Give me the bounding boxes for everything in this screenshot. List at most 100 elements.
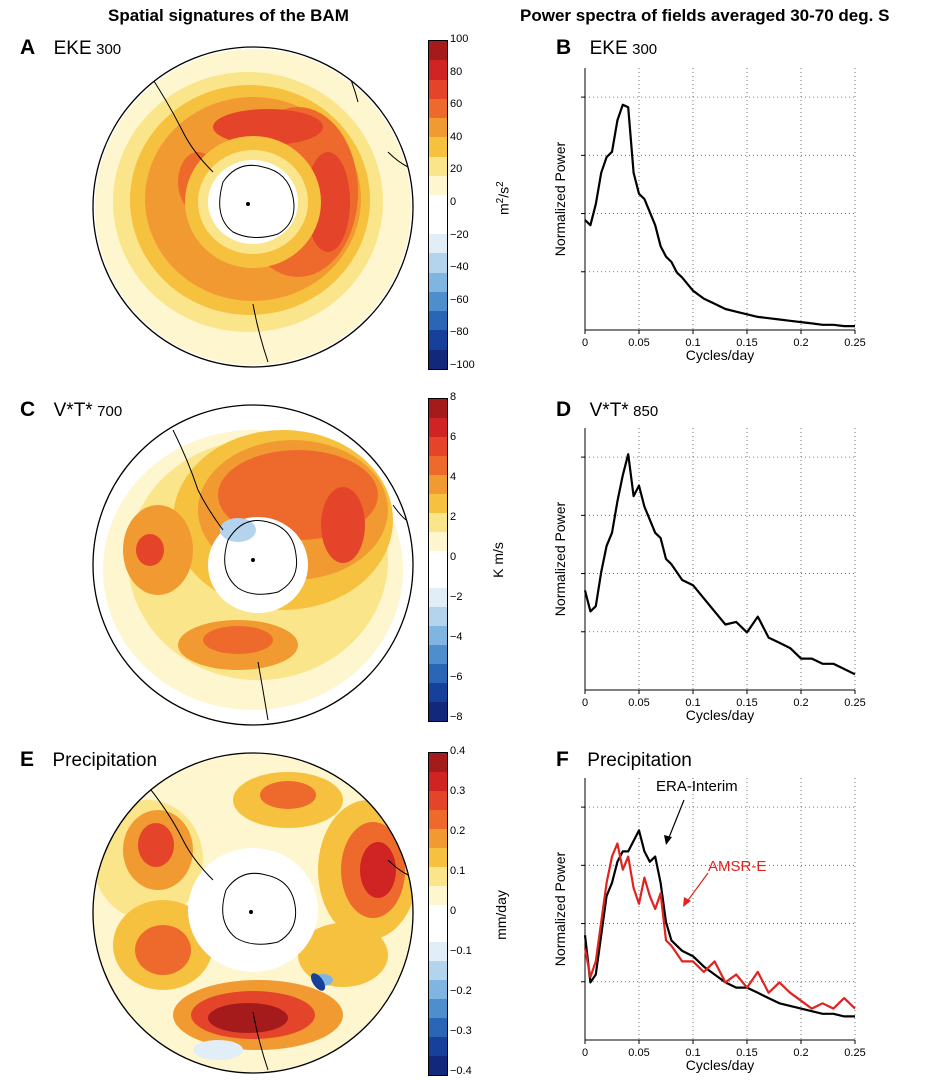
colorbar-swatch [429,550,447,570]
colorbar-tick-label: −40 [450,261,469,274]
x-tick-label: 0 [582,337,588,349]
colorbar-tick-label: −4 [450,631,463,643]
colorbar-swatch [429,399,447,418]
chart-b-spectrum: 0 0.05 0.1 0.15 0.2 0.25 Cycles/day Normalized … [552,68,866,363]
colorbar-tick-label: −80 [450,326,469,339]
panel-level: 300 [632,41,658,58]
panel-b-label: B EKE 300 [556,36,657,60]
map-vt-700 [92,404,414,726]
y-axis-label: Normalized Power [552,141,568,256]
colorbar-tick-label: −6 [450,671,463,683]
colorbar-swatch [429,233,447,254]
colorbar-a-unit: m2/s2 [495,155,515,215]
panel-d-label: D V*T* 850 [556,398,658,422]
y-axis-label: Normalized Power [552,851,568,966]
annotation-arrows [664,799,709,907]
x-tick-label: 0.05 [628,697,649,709]
colorbar-tick-label: −0.4 [450,1065,472,1077]
y-axis-label: Normalized Power [552,501,568,616]
unit-base: m [495,203,512,215]
colorbar-swatch [429,753,447,772]
colorbar-tick-label: 80 [450,65,463,78]
x-tick-label: 0.2 [793,697,808,709]
colorbar-e-ticks: 0.4 0.3 0.2 0.1 0 −0.1 −0.2 −0.3 −0.4 [450,745,494,1079]
chart-d-spectrum: 0 0.05 0.1 0.15 0.2 0.25 Cycles/day Normalized … [552,428,866,723]
colorbar-swatch [429,664,447,684]
panel-letter: C [20,398,36,421]
left-column-title: Spatial signatures of the BAM [108,6,349,25]
x-axis-label: Cycles/day [686,347,754,363]
colorbar-tick-label: −2 [450,591,463,603]
colorbar-tick-label: −20 [450,228,469,241]
colorbar-swatch [429,41,447,61]
colorbar-swatch [429,828,447,848]
panel-a-label: A EKE 300 [20,36,121,60]
colorbar-swatch [429,771,447,791]
colorbar-swatch [429,923,447,943]
colorbar-a [428,40,448,370]
map-precipitation [92,752,414,1074]
x-tick-label: 0.25 [844,337,865,349]
colorbar-tick-label: 0 [450,905,457,917]
colorbar-e [428,752,448,1076]
colorbar-swatch [429,137,447,157]
unit-mid: /s [495,186,512,198]
colorbar-swatch [429,626,447,646]
map-eke-300 [92,46,414,368]
colorbar-swatch [429,291,447,312]
x-tick-label: 0.1 [685,337,700,349]
series-line [583,842,856,1010]
x-tick-label: 0.1 [685,697,700,709]
colorbar-swatch [429,531,447,551]
colorbar-swatch [429,455,447,475]
colorbar-swatch [429,885,447,905]
colorbar-swatch [429,961,447,981]
colorbar-tick-label: 4 [450,471,457,483]
colorbar-a-ticks: 100 80 60 40 20 0 −20 −40 −60 −80 −100 [450,33,490,373]
colorbar-tick-label: 0 [450,551,457,563]
panel-letter: E [20,748,35,771]
chart-axes [584,68,855,331]
panel-name: Precipitation [52,750,158,771]
panel-letter: A [20,36,36,59]
colorbar-swatch [429,607,447,627]
panel-level: 850 [633,403,659,420]
colorbar-swatch [429,214,447,234]
colorbar-c [428,398,448,722]
colorbar-c-ticks: 8 6 4 2 0 −2 −4 −6 −8 [450,391,490,725]
x-tick-label: 0.2 [793,337,808,349]
panel-name: Precipitation [587,750,692,771]
colorbar-swatch [429,311,447,331]
colorbar-e-unit: mm/day [493,890,509,940]
panel-letter: D [556,398,572,421]
x-axis-label: Cycles/day [686,707,754,723]
x-tick-label: 0.2 [793,1047,808,1059]
x-tick-label: 0.05 [628,337,649,349]
x-tick-label: 0.15 [736,1047,757,1059]
x-tick-label: 0 [582,1047,588,1059]
series-line [583,829,855,1018]
colorbar-swatch [429,980,447,1000]
colorbar-swatch [429,1037,447,1056]
colorbar-swatch [429,253,447,273]
colorbar-swatch [429,118,447,138]
colorbar-tick-label: 0 [450,196,457,208]
panel-level: 300 [96,41,122,58]
colorbar-tick-label: −0.1 [450,945,472,957]
colorbar-swatch [429,645,447,665]
colorbar-swatch [429,493,447,513]
colorbar-tick-label: 20 [450,163,463,176]
panel-name: V*T* [589,400,629,421]
colorbar-tick-label: −60 [450,293,469,306]
colorbar-swatch [429,942,447,962]
colorbar-swatch [429,588,447,608]
x-axis-label: Cycles/day [686,1057,754,1073]
unit-sup: 2 [495,197,506,204]
colorbar-swatch [429,474,447,494]
colorbar-swatch [429,272,447,292]
colorbar-tick-label: −8 [450,711,463,723]
colorbar-tick-label: −0.2 [450,985,472,997]
series-line [584,103,855,328]
colorbar-tick-label: 0.3 [450,785,466,797]
colorbar-tick-label: −0.3 [450,1025,472,1037]
